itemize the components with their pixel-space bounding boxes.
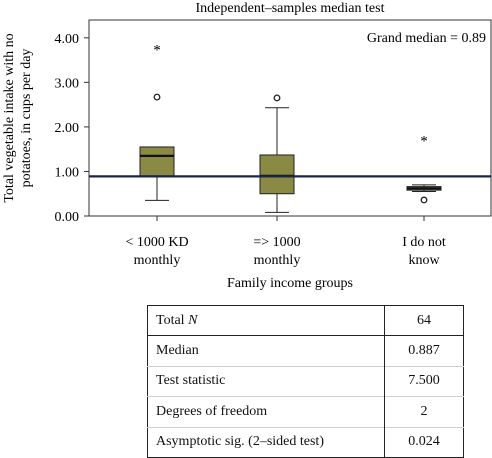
x-tick-label: < 1000 KD	[125, 235, 188, 250]
x-tick-label: monthly	[254, 253, 301, 268]
row-value: 0.887	[384, 335, 464, 367]
row-label: Asymptotic sig. (2–sided test)	[147, 426, 385, 458]
x-axis: < 1000 KD monthly => 1000 monthly I do not kn…	[125, 216, 446, 268]
row-value: 0.024	[384, 426, 464, 458]
median-test-summary-table: Total N 64 Median 0.887 Test statistic 7…	[147, 305, 464, 458]
row-label-italic: N	[188, 312, 198, 328]
row-label: Degrees of freedom	[147, 396, 385, 428]
x-tick-label: know	[408, 253, 440, 268]
grand-median-label: Grand median = 0.89	[367, 31, 486, 46]
row-label: Total N	[147, 305, 385, 337]
row-label-text: Test statistic	[156, 373, 226, 389]
table-row: Total N 64	[147, 305, 464, 337]
y-axis-label: Total vegetable intake with no potatoes,…	[2, 33, 34, 202]
outlier-circle	[273, 94, 281, 102]
row-value: 7.500	[384, 365, 464, 397]
y-tick-label: 1.00	[55, 165, 80, 180]
outlier-circle	[153, 93, 161, 101]
x-tick-label: I do not	[402, 235, 446, 250]
row-value: 2	[384, 396, 464, 428]
table-row: Degrees of freedom 2	[147, 396, 464, 428]
box-group: *	[406, 133, 442, 204]
box-iqr	[139, 146, 175, 177]
x-tick-label: monthly	[134, 253, 181, 268]
y-axis-label-line: potatoes, in cups per day	[19, 49, 34, 188]
table-row: Median 0.887	[147, 335, 464, 367]
y-tick-label: 4.00	[55, 32, 80, 47]
row-label: Median	[147, 335, 385, 367]
plot-area-frame	[88, 19, 492, 217]
boxplot-series: **	[139, 43, 442, 213]
table-row: Test statistic 7.500	[147, 365, 464, 397]
boxplot-chart: Independent–samples median test 0.00 1.00…	[2, 1, 492, 291]
x-axis-label: Family income groups	[227, 276, 353, 291]
chart-title: Independent–samples median test	[196, 1, 385, 16]
outlier-circle	[420, 196, 428, 204]
x-tick-label: => 1000	[253, 235, 300, 250]
row-value: 64	[384, 305, 464, 337]
row-label-text: Median	[156, 343, 199, 359]
row-label-text: Asymptotic sig. (2–sided test)	[156, 434, 324, 450]
row-label-text: Total	[156, 312, 189, 328]
box-iqr	[259, 154, 295, 195]
row-label-text: Degrees of freedom	[156, 403, 268, 419]
y-tick-label: 0.00	[55, 210, 80, 225]
extreme-outlier-star: *	[420, 133, 428, 149]
y-axis: 0.00 1.00 2.00 3.00 4.00	[55, 32, 89, 225]
y-tick-label: 3.00	[55, 76, 80, 91]
row-label: Test statistic	[147, 365, 385, 397]
table-row: Asymptotic sig. (2–sided test) 0.024	[147, 426, 464, 458]
y-axis-label-line: Total vegetable intake with no	[2, 33, 17, 202]
y-tick-label: 2.00	[55, 121, 80, 136]
box-group	[259, 94, 295, 213]
extreme-outlier-star: *	[153, 43, 161, 59]
